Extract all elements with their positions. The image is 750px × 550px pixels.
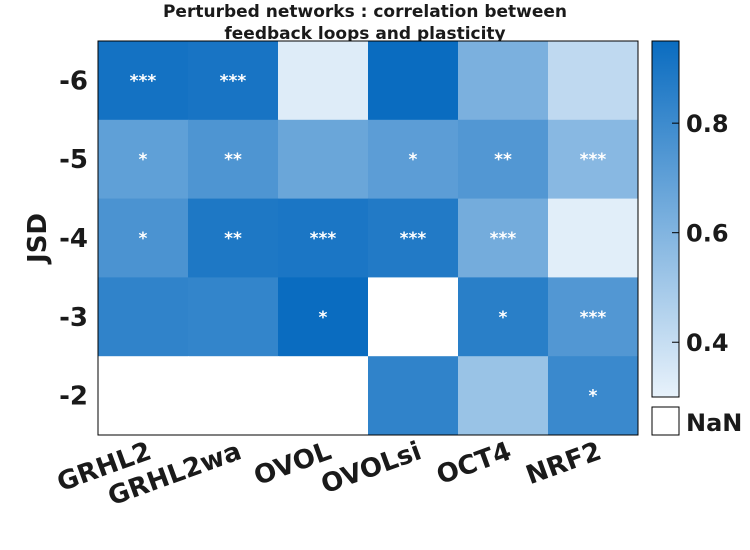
- significance-label: ***: [580, 150, 607, 170]
- y-axis-label: JSD: [23, 213, 53, 265]
- plot-frame: [97, 40, 639, 436]
- heatmap-cell: [98, 356, 189, 436]
- heatmap-cell: [368, 356, 459, 436]
- heatmap-cell: [368, 198, 459, 278]
- heatmap-cell: [98, 119, 189, 200]
- significance-label: ***: [130, 71, 157, 91]
- colorbar-tick-label: 0.4: [686, 329, 729, 357]
- heatmap-cell: [188, 119, 279, 200]
- heatmap-cell: [188, 277, 279, 357]
- significance-label: ***: [490, 229, 517, 249]
- heatmap-cell: [458, 356, 549, 436]
- significance-label: *: [139, 150, 148, 170]
- y-tick-labels: -6 -5 -4 -3 -2: [59, 66, 88, 411]
- colorbar-tick-label: 0.8: [686, 110, 729, 138]
- heatmap-cell: [278, 198, 369, 278]
- significance-label: *: [319, 308, 328, 328]
- significance-label: **: [224, 150, 242, 170]
- heatmap-cell: [188, 198, 279, 278]
- x-tick-label: NRF2: [522, 436, 605, 491]
- heatmap-cell: [188, 41, 279, 121]
- significance-label: ***: [220, 71, 247, 91]
- heatmap-cell: [98, 198, 189, 278]
- significance-label: ***: [310, 229, 337, 249]
- heatmap-cell: [548, 119, 639, 200]
- y-tick-label: -5: [59, 145, 88, 175]
- heatmap-cell: [98, 277, 189, 357]
- heatmap-cell: [188, 356, 279, 436]
- y-tick-label: -6: [59, 66, 88, 96]
- heatmap-cell: [368, 41, 459, 121]
- y-tick-label: -4: [59, 224, 88, 254]
- nan-swatch: [651, 406, 680, 436]
- heatmap-cell: [458, 119, 549, 200]
- heatmap-cell: [278, 356, 369, 436]
- heatmap-cell: [278, 277, 369, 357]
- heatmap-cell: [458, 41, 549, 121]
- heatmap-cell: [548, 198, 639, 278]
- significance-label: *: [499, 308, 508, 328]
- heatmap-cell: [548, 41, 639, 121]
- significance-labels: *** **** ** * ** **** ** *** *** **** * ****: [130, 71, 607, 406]
- y-tick-label: -3: [59, 303, 88, 333]
- significance-label: **: [494, 150, 512, 170]
- heatmap-cell: [548, 356, 639, 436]
- heatmap-cell: [278, 119, 369, 200]
- x-tick-label: OVOLsi: [317, 436, 425, 500]
- colorbar-tick-label: 0.6: [686, 220, 729, 248]
- heatmap-cell: [458, 277, 549, 357]
- heatmap-cell: [548, 277, 639, 357]
- significance-label: ***: [400, 229, 427, 249]
- significance-label: *: [409, 150, 418, 170]
- heatmap-cell: [368, 277, 459, 357]
- heatmap-cell: [368, 119, 459, 200]
- significance-label: **: [224, 229, 242, 249]
- heatmap-cell: [278, 41, 369, 121]
- significance-label: *: [139, 229, 148, 249]
- colorbar: [651, 40, 680, 398]
- nan-label: NaN: [686, 409, 742, 437]
- x-tick-label: OCT4: [433, 436, 516, 491]
- colorbar-ticks: 0.4 0.6 0.8: [672, 110, 729, 357]
- heatmap-cells: [98, 41, 639, 436]
- y-tick-label: -2: [59, 382, 88, 412]
- significance-label: ***: [580, 308, 607, 328]
- significance-label: *: [589, 387, 598, 407]
- chart-title-line-2: feedback loops and plasticity: [224, 24, 505, 44]
- heatmap-cell: [98, 41, 189, 121]
- chart-title-line-1: Perturbed networks : correlation between: [163, 2, 567, 22]
- heatmap-cell: [458, 198, 549, 278]
